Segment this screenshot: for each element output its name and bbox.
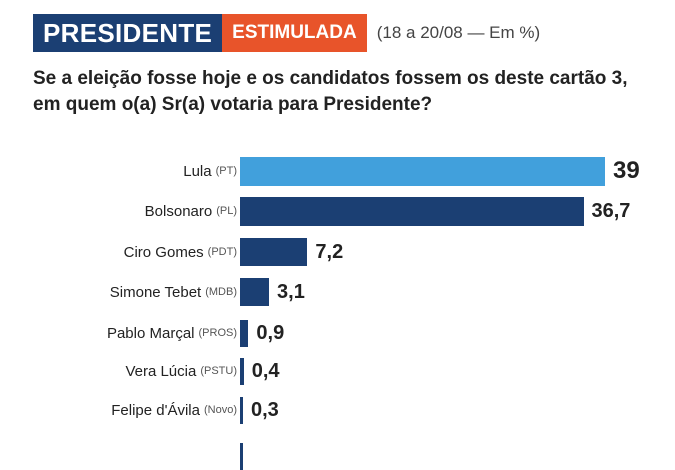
candidate-party: (PT) [215, 165, 237, 177]
chart-row: Vera Lúcia (PSTU) 0,4 [0, 355, 675, 387]
candidate-label: Lula (PT) [183, 155, 237, 187]
bar [240, 278, 270, 306]
chart-header: PRESIDENTE ESTIMULADA (18 a 20/08 — Em %… [33, 14, 540, 52]
candidate-party: (PSTU) [200, 365, 237, 377]
bar [240, 319, 249, 347]
chart-row: Ciro Gomes (PDT) 7,2 [0, 236, 675, 268]
candidate-party: (MDB) [205, 286, 237, 298]
value-label: 0,9 [256, 321, 285, 344]
candidate-name: Ciro Gomes [123, 243, 204, 261]
candidate-party: (PDT) [207, 246, 237, 258]
candidate-label: Ciro Gomes (PDT) [124, 236, 237, 268]
candidate-name: Lula [183, 162, 212, 180]
candidate-label: Pablo Marçal (PROS) [107, 317, 237, 349]
candidate-party: (Novo) [203, 404, 237, 416]
candidate-label: Simone Tebet (MDB) [110, 276, 237, 308]
value-label: 36,7 [591, 199, 631, 222]
candidate-party: (PROS) [198, 327, 238, 339]
value-label: 3,1 [277, 280, 305, 303]
bar [240, 357, 244, 385]
candidate-name: Vera Lúcia [125, 362, 197, 380]
bar [240, 443, 243, 470]
tag-presidente: PRESIDENTE [33, 14, 223, 52]
chart-row: Felipe d'Ávila (Novo) 0,3 [0, 394, 675, 426]
value-label: 39 [613, 157, 640, 184]
bar [240, 396, 243, 424]
bar [240, 196, 584, 226]
chart-row: Simone Tebet (MDB) 3,1 [0, 276, 675, 308]
candidate-label: Vera Lúcia (PSTU) [125, 355, 237, 387]
candidate-name: Pablo Marçal [106, 324, 195, 342]
chart-row: Pablo Marçal (PROS) 0,9 [0, 317, 675, 349]
tag-estimulada: ESTIMULADA [222, 14, 367, 52]
chart-row: Lula (PT) 39 [0, 155, 675, 187]
bar [240, 238, 308, 266]
candidate-label: Bolsonaro (PL) [145, 195, 237, 227]
chart-row: Bolsonaro (PL) 36,7 [0, 195, 675, 227]
survey-question: Se a eleição fosse hoje e os candidatos … [33, 68, 628, 115]
value-label: 7,2 [315, 240, 344, 263]
date-range: (18 a 20/08 — Em %) [376, 23, 541, 42]
candidate-name: Felipe d'Ávila [111, 401, 200, 419]
chart-row-cutoff [0, 433, 675, 470]
candidate-label: Felipe d'Ávila (Novo) [111, 394, 237, 426]
value-label: 0,3 [251, 398, 279, 421]
bar [240, 156, 606, 186]
candidate-party: (PL) [216, 205, 237, 217]
candidate-name: Simone Tebet [109, 283, 202, 301]
value-label: 0,4 [251, 359, 280, 382]
candidate-name: Bolsonaro [144, 202, 213, 220]
